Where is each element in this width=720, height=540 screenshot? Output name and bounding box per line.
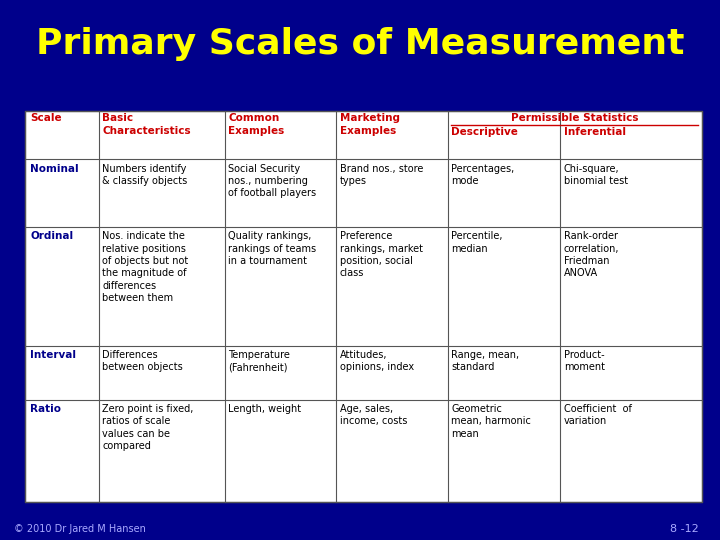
- Text: Nos. indicate the
relative positions
of objects but not
the magnitude of
differe: Nos. indicate the relative positions of …: [102, 231, 189, 303]
- Text: Percentages,
mode: Percentages, mode: [451, 164, 515, 186]
- Text: Quality rankings,
rankings of teams
in a tournament: Quality rankings, rankings of teams in a…: [228, 231, 316, 266]
- Text: Product-
moment: Product- moment: [564, 350, 605, 372]
- Text: Ratio: Ratio: [30, 404, 61, 414]
- Text: Inferential: Inferential: [564, 127, 626, 138]
- Text: Differences
between objects: Differences between objects: [102, 350, 183, 372]
- Text: Geometric
mean, harmonic
mean: Geometric mean, harmonic mean: [451, 404, 531, 438]
- Text: Age, sales,
income, costs: Age, sales, income, costs: [340, 404, 408, 426]
- Text: Coefficient  of
variation: Coefficient of variation: [564, 404, 631, 426]
- Text: Zero point is fixed,
ratios of scale
values can be
compared: Zero point is fixed, ratios of scale val…: [102, 404, 194, 451]
- Text: Length, weight: Length, weight: [228, 404, 302, 414]
- Text: Nominal: Nominal: [30, 164, 79, 174]
- Text: Marketing
Examples: Marketing Examples: [340, 113, 400, 136]
- Text: Range, mean,
standard: Range, mean, standard: [451, 350, 520, 372]
- Text: Common
Examples: Common Examples: [228, 113, 284, 136]
- Text: Attitudes,
opinions, index: Attitudes, opinions, index: [340, 350, 414, 372]
- Text: Ordinal: Ordinal: [30, 231, 73, 241]
- Text: Descriptive: Descriptive: [451, 127, 518, 138]
- Text: Brand nos., store
types: Brand nos., store types: [340, 164, 423, 186]
- Text: 8 -12: 8 -12: [670, 523, 698, 534]
- Text: Scale: Scale: [30, 113, 62, 124]
- Text: Percentile,
median: Percentile, median: [451, 231, 503, 253]
- Text: Numbers identify
& classify objects: Numbers identify & classify objects: [102, 164, 187, 186]
- Text: © 2010 Dr Jared M Hansen: © 2010 Dr Jared M Hansen: [14, 523, 146, 534]
- Text: Rank-order
correlation,
Friedman
ANOVA: Rank-order correlation, Friedman ANOVA: [564, 231, 619, 278]
- Text: Permissible Statistics: Permissible Statistics: [511, 113, 639, 124]
- Text: Chi-square,
binomial test: Chi-square, binomial test: [564, 164, 628, 186]
- Text: Temperature
(Fahrenheit): Temperature (Fahrenheit): [228, 350, 290, 372]
- Text: Interval: Interval: [30, 350, 76, 360]
- FancyBboxPatch shape: [25, 111, 702, 502]
- Text: Preference
rankings, market
position, social
class: Preference rankings, market position, so…: [340, 231, 423, 278]
- Text: Basic
Characteristics: Basic Characteristics: [102, 113, 191, 136]
- Text: Social Security
nos., numbering
of football players: Social Security nos., numbering of footb…: [228, 164, 316, 198]
- Text: Primary Scales of Measurement: Primary Scales of Measurement: [36, 27, 685, 61]
